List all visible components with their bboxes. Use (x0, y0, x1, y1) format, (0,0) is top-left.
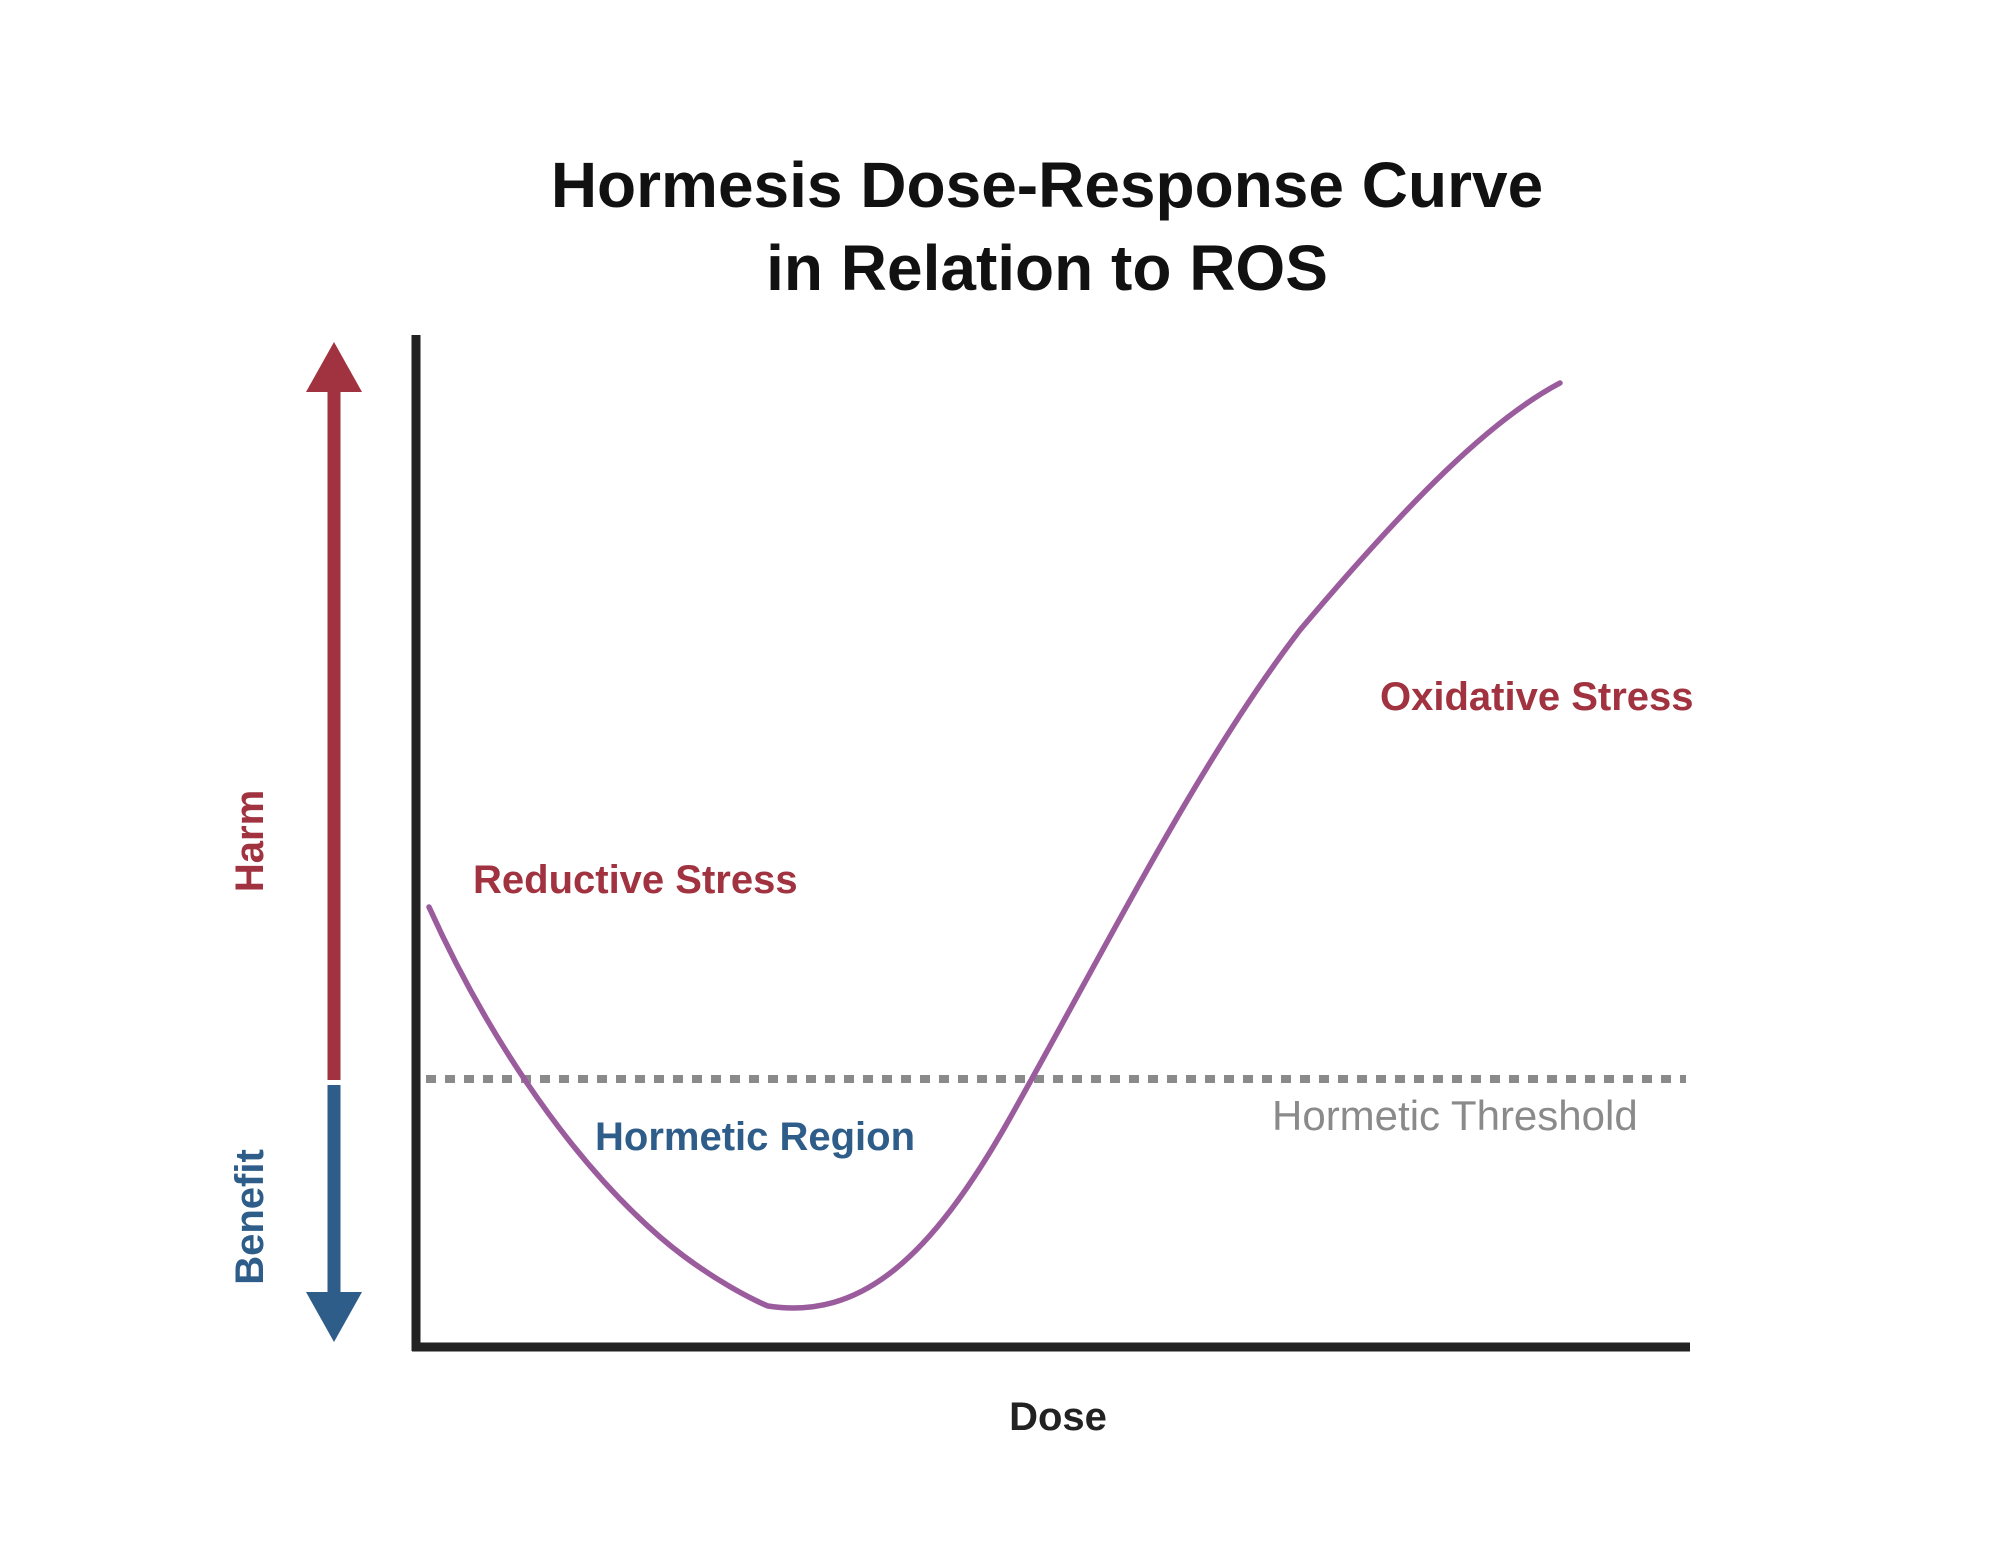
benefit-arrowhead-icon (306, 1292, 362, 1342)
x-axis-label: Dose (1009, 1395, 1107, 1439)
harm-benefit-arrow (306, 342, 362, 1342)
diagram-title-line-2: in Relation to ROS (766, 232, 1328, 304)
hormetic-threshold-label: Hormetic Threshold (1272, 1092, 1638, 1139)
benefit-label: Benefit (228, 1149, 272, 1285)
diagram-title-line-1: Hormesis Dose-Response Curve (551, 149, 1543, 221)
harm-arrowhead-icon (306, 342, 362, 392)
oxidative-stress-label: Oxidative Stress (1380, 675, 1694, 719)
harm-label: Harm (228, 790, 272, 892)
axes (411, 335, 1690, 1352)
dose-response-curve (426, 380, 1563, 1311)
hormetic-region-label: Hormetic Region (595, 1115, 915, 1159)
reductive-stress-label: Reductive Stress (473, 858, 798, 902)
